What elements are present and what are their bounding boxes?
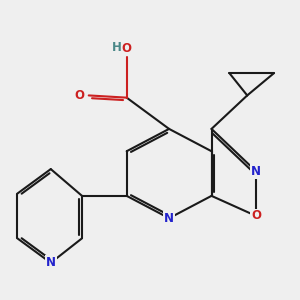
Text: O: O — [74, 89, 84, 102]
Text: O: O — [251, 209, 261, 223]
Text: N: N — [164, 212, 174, 225]
Text: O: O — [122, 42, 132, 55]
Text: H: H — [112, 41, 122, 54]
Text: N: N — [46, 256, 56, 269]
Text: N: N — [251, 165, 261, 178]
